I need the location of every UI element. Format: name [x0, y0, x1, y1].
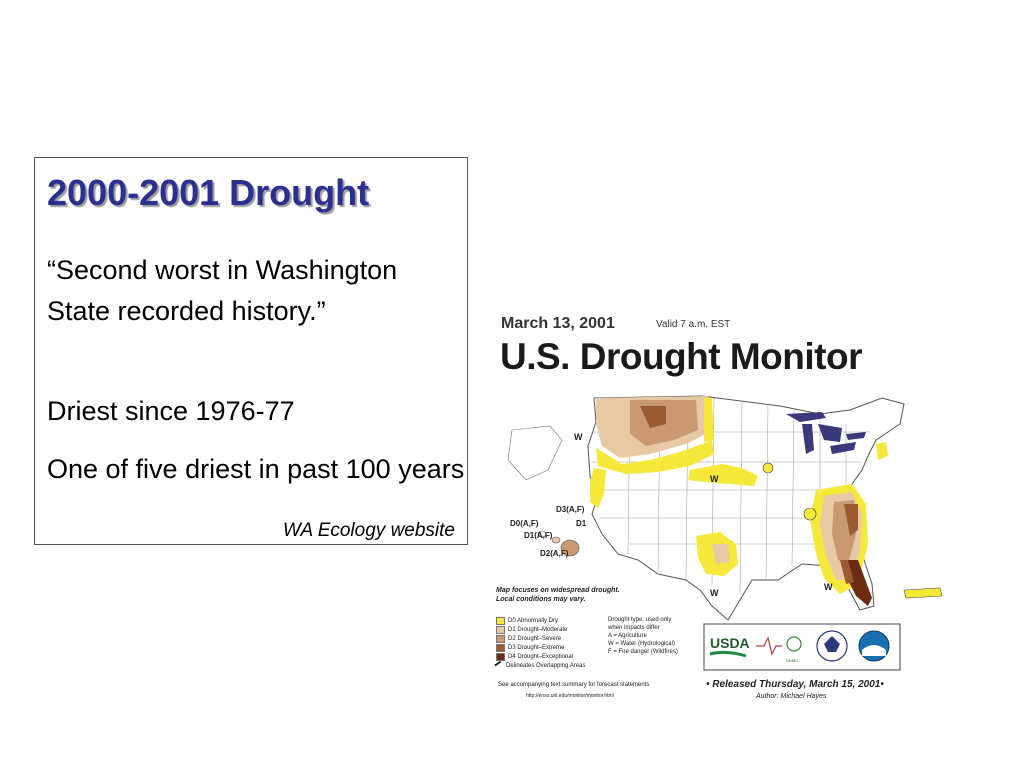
maine-d0-area	[876, 442, 888, 460]
hawaii-label-2: D0(A,F)	[510, 519, 539, 528]
missouri-d0-spot	[803, 507, 817, 521]
types-a: A = Agriculture	[608, 633, 647, 639]
legend-item: D4 Drought–Exceptional	[496, 652, 706, 661]
commerce-seal	[816, 630, 848, 662]
northwest-d3-area	[640, 406, 666, 428]
plains-d0-band	[688, 464, 758, 486]
california-d0-area	[590, 468, 606, 508]
legend-item: Delineates Overlapping Areas	[494, 660, 706, 671]
drought-types: Drought type: used only when impacts dif…	[608, 616, 678, 656]
hawaii-label-3: D1	[576, 519, 587, 528]
w-label-west: W	[574, 432, 583, 442]
point-five-driest: One of five driest in past 100 years	[47, 454, 465, 484]
drought-monitor-image: March 13, 2001 Valid 7 a.m. EST U.S. Dro…	[490, 304, 954, 714]
noaa-logo	[858, 630, 890, 662]
types-line-2: when impacts differ	[608, 625, 660, 631]
source-citation: WA Ecology website	[282, 520, 455, 541]
idaho-d0-strip	[704, 398, 714, 442]
w-label-southeast: W	[824, 582, 833, 592]
w-label-plains: W	[710, 474, 719, 484]
note-line-2: Local conditions may vary.	[496, 596, 586, 603]
alaska-fragment	[507, 425, 563, 481]
monitor-date: March 13, 2001	[501, 315, 615, 332]
northwest-d0-border	[596, 440, 714, 474]
legend-swatch	[496, 634, 505, 643]
slide-title: 2000-2001 Drought	[47, 172, 370, 213]
svg-text:NDMC: NDMC	[786, 658, 798, 663]
legend-swatch	[496, 625, 505, 634]
legend-swatch	[496, 616, 505, 625]
legend-label: Delineates Overlapping Areas	[506, 662, 586, 669]
types-w: W = Water (Hydrological)	[608, 641, 675, 647]
usda-logo: USDA	[709, 635, 750, 658]
legend-swatch	[496, 643, 505, 652]
types-f: F = Fire danger (Wildfires)	[608, 649, 678, 655]
legend-label: D1 Drought–Moderate	[508, 626, 568, 633]
map-legend: D0 Abnormally Dry D1 Drought–Moderate D2 D…	[494, 616, 706, 671]
legend-swatch	[494, 660, 505, 671]
svg-text:USDA: USDA	[710, 635, 750, 651]
text-box: 2000-2001 Drought “Second worst in Washi…	[34, 157, 468, 545]
legend-label: D4 Drought–Exceptional	[508, 653, 574, 660]
ndmc-logo: NDMC	[756, 636, 802, 663]
hawaii-inset	[537, 530, 580, 557]
legend-label: D0 Abnormally Dry	[508, 617, 559, 624]
note-line-1: Map focuses on widespread drought.	[496, 587, 620, 594]
hawaii-label-5: D2(A,F)	[540, 549, 569, 558]
point-driest: Driest since 1976-77	[47, 396, 295, 426]
legend-item: D1 Drought–Moderate	[496, 625, 706, 634]
types-line-1: Drought type: used only	[608, 617, 672, 623]
release-date: • Released Thursday, March 15, 2001•	[706, 679, 884, 690]
us-drought-map: D3(A,F) D0(A,F) D1 D1(A,F) D2(A,F) W W W…	[507, 395, 943, 621]
monitor-title: U.S. Drought Monitor	[500, 336, 863, 377]
florida-d3-area	[840, 560, 854, 584]
legend-item: D2 Drought–Severe	[496, 634, 706, 643]
agency-logos: USDA NDMC	[703, 623, 901, 671]
kansas-d0-spot	[762, 462, 774, 474]
hawaii-label-1: D3(A,F)	[556, 505, 585, 514]
w-label-texas: W	[710, 588, 719, 598]
puerto-rico	[903, 587, 943, 599]
author: Author: Michael Hayes	[756, 693, 827, 700]
florida-d4-area	[846, 560, 872, 606]
hawaii-label-4: D1(A,F)	[524, 531, 553, 540]
summary-note: See accompanying text summary for foreca…	[498, 682, 650, 688]
legend-label: D3 Drought–Extreme	[508, 644, 565, 651]
quote-text: “Second worst in Washington State record…	[47, 255, 398, 326]
legend-item: D3 Drought–Extreme	[496, 643, 706, 652]
monitor-valid-time: Valid 7 a.m. EST	[656, 319, 731, 330]
legend-label: D2 Drought–Severe	[508, 635, 562, 642]
southeast-d3-area	[844, 504, 858, 536]
map-note: Map focuses on widespread drought. Local…	[496, 586, 620, 604]
monitor-url: http://enso.unl.edu/monitor/monitor.html	[526, 693, 614, 699]
texas-d1-area	[712, 544, 730, 564]
legend-swatch	[496, 652, 505, 661]
legend-item: D0 Abnormally Dry	[496, 616, 706, 625]
great-lakes	[786, 412, 866, 454]
